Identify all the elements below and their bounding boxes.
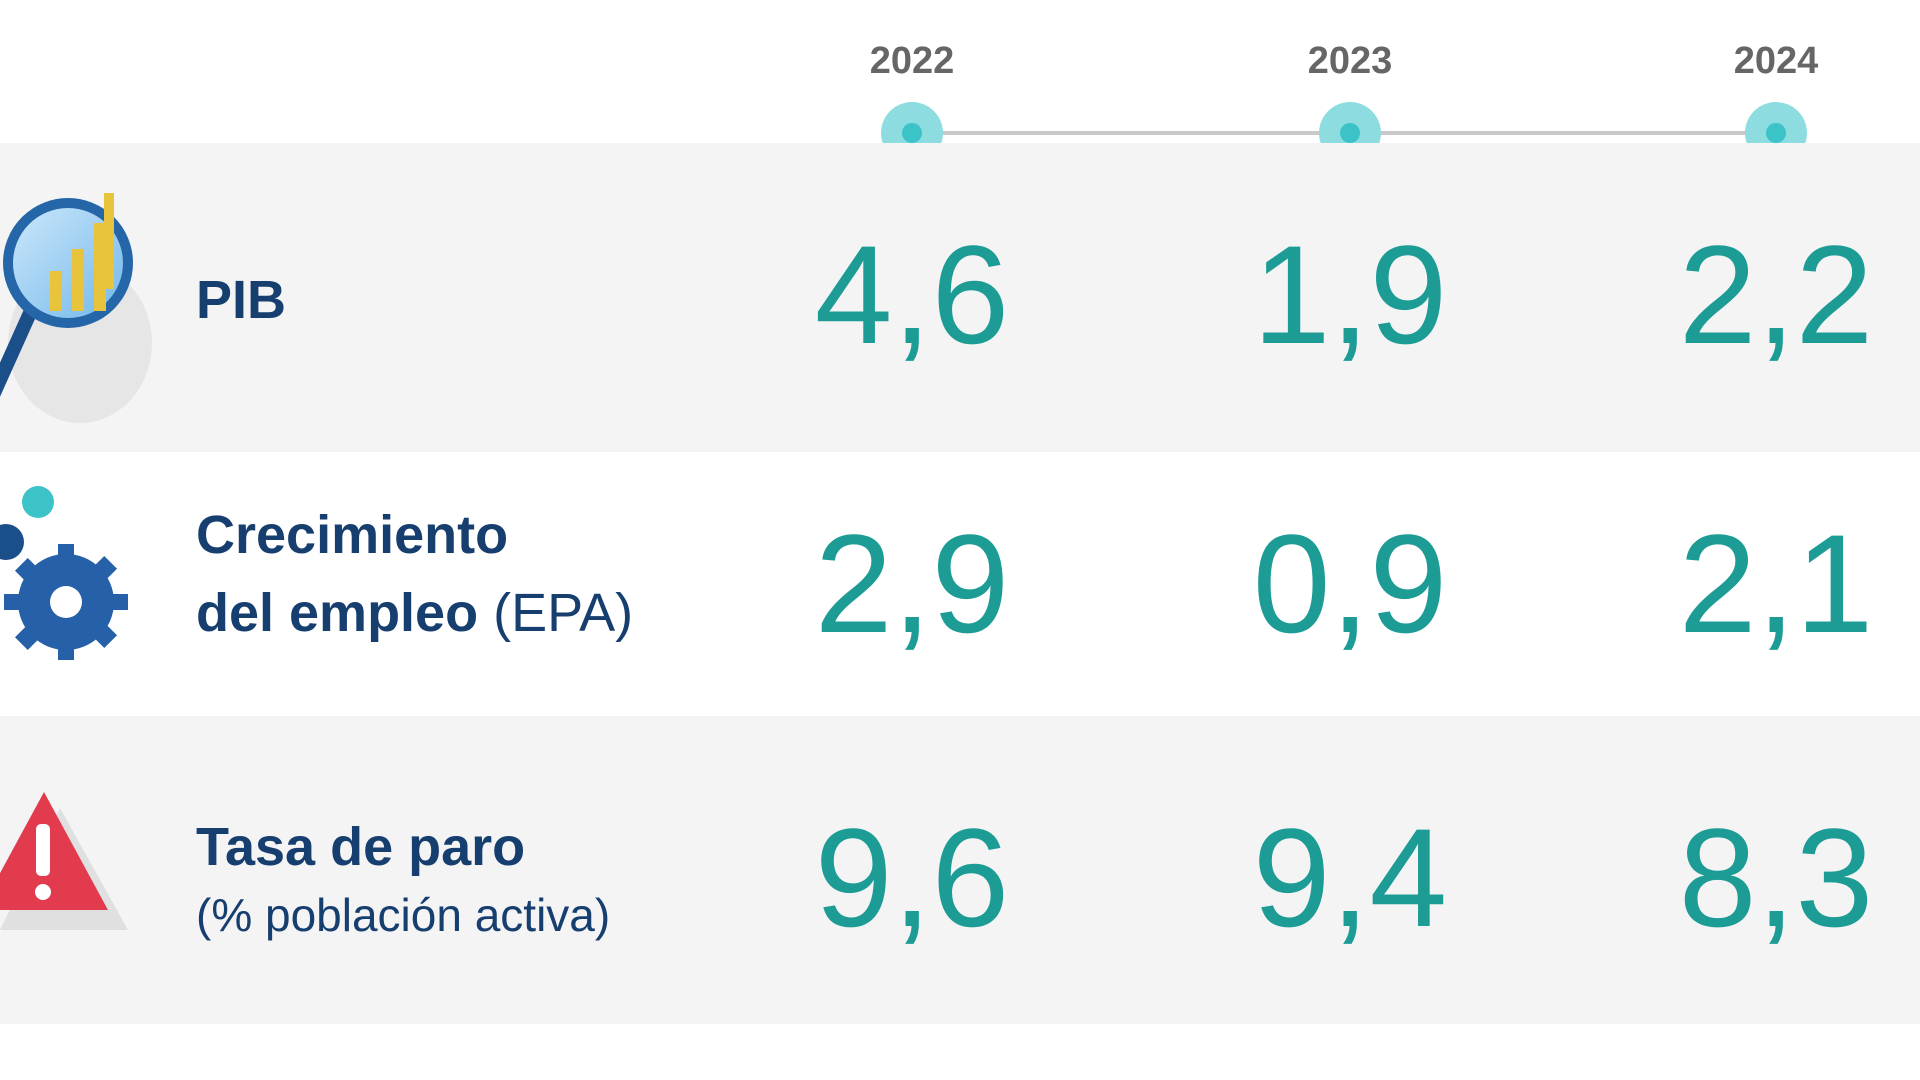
value-pib-2024: 2,2 (1678, 216, 1874, 373)
row-empleo: Crecimiento del empleo (EPA) 2,9 0,9 2,1 (0, 452, 1920, 716)
row-label-empleo-suffix: (EPA) (493, 583, 634, 643)
row-label-empleo-line2-text: del empleo (196, 583, 479, 643)
row-paro: Tasa de paro (% población activa) 9,6 9,… (0, 716, 1920, 1024)
year-label-2023: 2023 (1307, 40, 1393, 82)
value-empleo-2023: 0,9 (1252, 505, 1448, 662)
value-paro-2024: 8,3 (1678, 799, 1874, 956)
row-label-empleo-line1: Crecimiento (196, 505, 509, 565)
warning-triangle-icon (0, 792, 128, 930)
year-timeline: 2022 2023 2024 (0, 0, 1920, 164)
row-pib: PIB 4,6 1,9 2,2 (0, 143, 1920, 452)
row-sublabel-paro: (% población activa) (196, 889, 611, 941)
row-label-empleo: Crecimiento del empleo (EPA) (196, 496, 633, 652)
magnifier-chart-icon (0, 193, 152, 423)
year-label-2022: 2022 (869, 40, 955, 82)
value-paro-2023: 9,4 (1252, 799, 1448, 956)
row-label-empleo-line2: del empleo (EPA) (196, 574, 633, 652)
gears-icon (0, 486, 128, 660)
value-pib-2023: 1,9 (1252, 216, 1448, 373)
value-pib-2022: 4,6 (814, 216, 1010, 373)
value-empleo-2024: 2,1 (1678, 505, 1874, 662)
row-label-paro: Tasa de paro (196, 817, 526, 877)
year-label-2024: 2024 (1733, 40, 1819, 82)
value-empleo-2022: 2,9 (814, 505, 1010, 662)
value-paro-2022: 9,6 (814, 799, 1010, 956)
row-label-pib: PIB (196, 270, 287, 330)
